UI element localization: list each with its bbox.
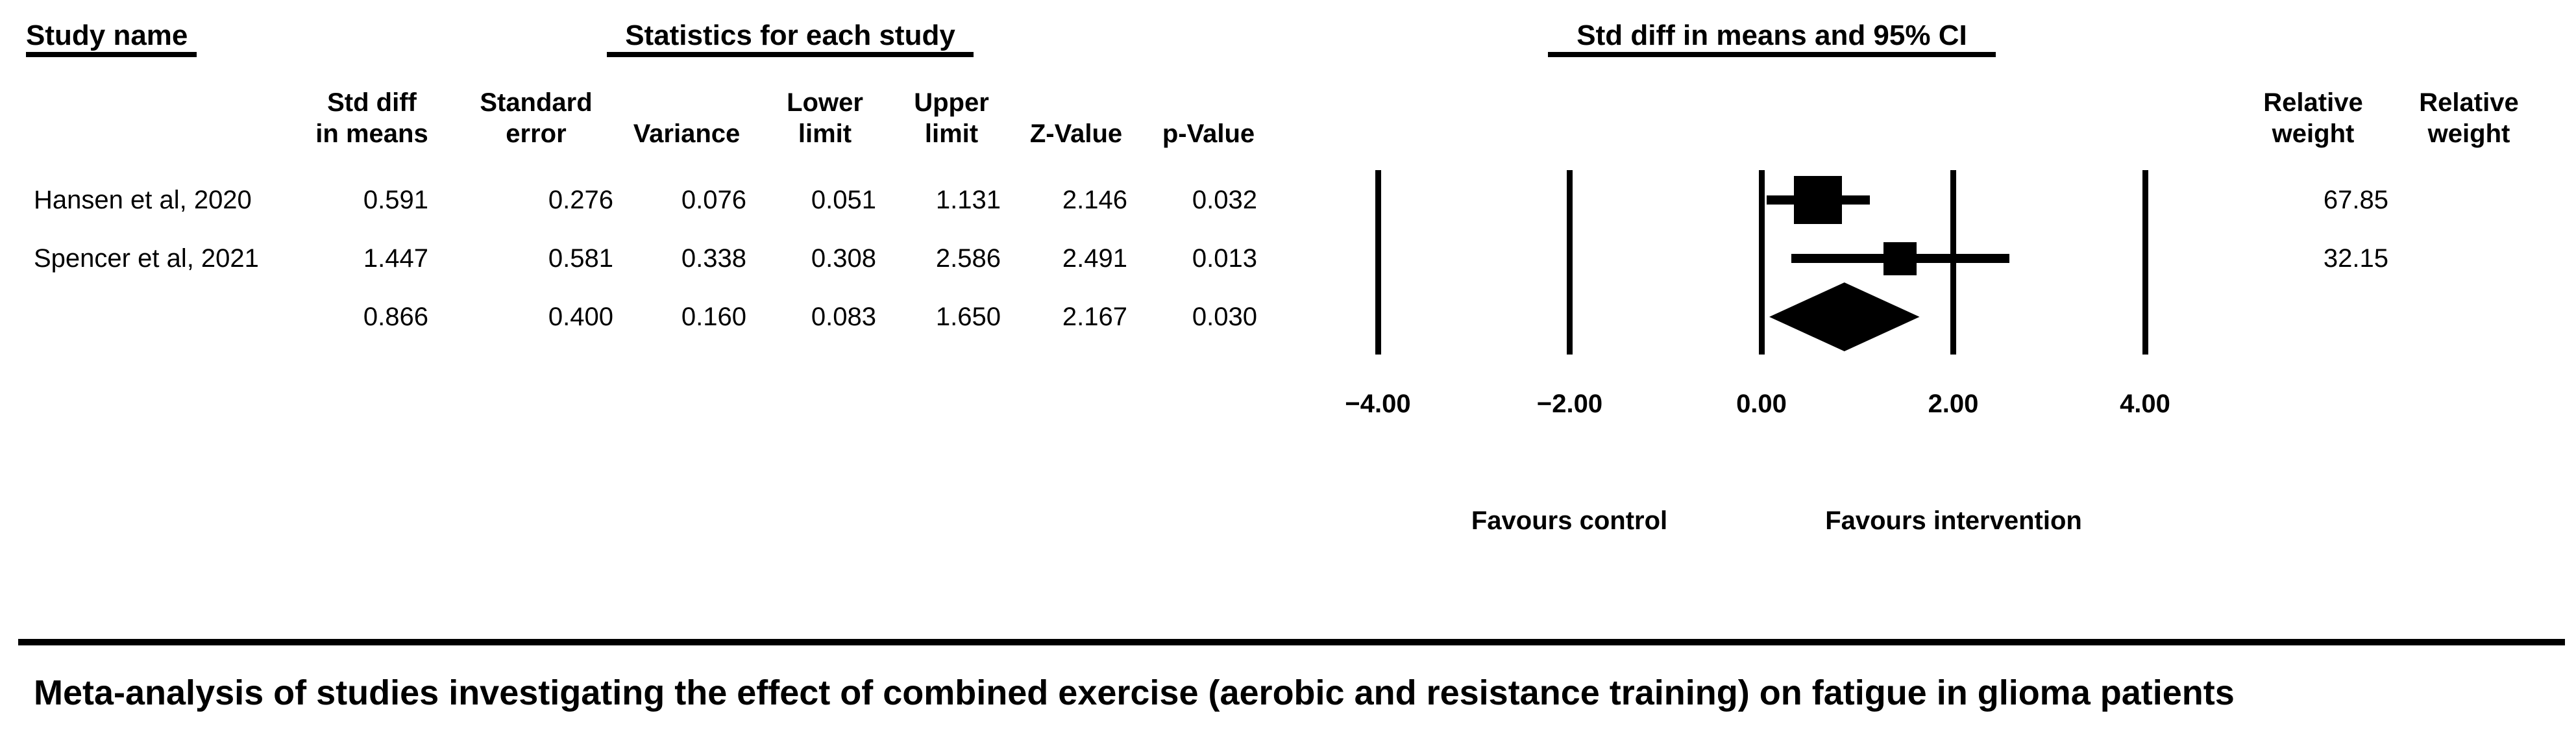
upper-limit-value: 1.131 <box>935 186 1001 214</box>
column-header-line: limit <box>924 119 979 148</box>
upper-limit-value: 2.586 <box>935 244 1001 273</box>
column-header-line: weight <box>2427 119 2510 148</box>
summary-standard-error-value: 0.400 <box>548 303 613 331</box>
study-name: Spencer et al, 2021 <box>34 244 259 273</box>
ci-plot-section-header: Std diff in means and 95% CI <box>1548 19 1996 57</box>
column-header-line: Relative <box>2263 88 2363 117</box>
column-header-line: in means <box>315 119 428 148</box>
std-diff-value: 0.591 <box>363 186 428 214</box>
effect-size-square <box>1883 242 1917 275</box>
axis-gridline <box>1567 170 1573 355</box>
summary-p-value: 0.030 <box>1192 303 1257 331</box>
z-value: 2.491 <box>1062 244 1127 273</box>
column-header-line: Upper <box>914 88 989 117</box>
summary-z-value: 2.167 <box>1062 303 1127 331</box>
p-value: 0.013 <box>1192 244 1257 273</box>
column-header-relative-weight-1: Relative weight <box>2216 87 2410 149</box>
x-tick-label: 2.00 <box>1928 390 1979 418</box>
favours-control-label: Favours control <box>1471 506 1668 535</box>
p-value: 0.032 <box>1192 186 1257 214</box>
standard-error-value: 0.581 <box>548 244 613 273</box>
column-header-line: Lower <box>787 88 863 117</box>
column-header-line: Std diff <box>327 88 417 117</box>
axis-gridline <box>1758 170 1765 355</box>
column-header-line: weight <box>2272 119 2355 148</box>
x-tick-label: 0.00 <box>1736 390 1787 418</box>
summary-std-diff-value: 0.866 <box>363 303 428 331</box>
lower-limit-value: 0.051 <box>811 186 876 214</box>
column-header-variance: Variance <box>633 119 741 148</box>
figure-caption: Meta-analysis of studies investigating t… <box>34 673 2235 712</box>
relative-weight-value: 67.85 <box>2323 186 2388 214</box>
summary-lower-limit-value: 0.083 <box>811 303 876 331</box>
x-tick-label: 4.00 <box>2120 390 2170 418</box>
x-tick-label: −2.00 <box>1536 390 1603 418</box>
statistics-section-header: Statistics for each study <box>607 19 974 57</box>
column-header-line: limit <box>798 119 852 148</box>
variance-value: 0.076 <box>681 186 746 214</box>
relative-weight-value: 32.15 <box>2323 244 2388 273</box>
summary-diamond <box>1769 282 1920 351</box>
column-header-relative-weight-2: Relative weight <box>2372 87 2566 149</box>
column-header-lower-limit: Lower limit <box>728 87 922 149</box>
horizontal-rule <box>18 639 2565 645</box>
study-name: Hansen et al, 2020 <box>34 186 252 214</box>
column-header-line: Relative <box>2419 88 2519 117</box>
x-tick-label: −4.00 <box>1345 390 1411 418</box>
standard-error-value: 0.276 <box>548 186 613 214</box>
variance-value: 0.338 <box>681 244 746 273</box>
study-name-header: Study name <box>26 19 197 57</box>
summary-variance-value: 0.160 <box>681 303 746 331</box>
column-header-z-value: Z-Value <box>1029 119 1123 148</box>
column-header-p-value: p-Value <box>1162 119 1255 148</box>
column-header-std-diff: Std diff in means <box>275 87 469 149</box>
axis-gridline <box>1375 170 1381 355</box>
column-header-line: Standard <box>480 88 593 117</box>
std-diff-value: 1.447 <box>363 244 428 273</box>
effect-size-square <box>1794 176 1843 224</box>
column-header-standard-error: Standard error <box>439 87 633 149</box>
axis-gridline <box>2142 170 2148 355</box>
favours-intervention-label: Favours intervention <box>1825 506 2082 535</box>
column-header-line: error <box>506 119 567 148</box>
lower-limit-value: 0.308 <box>811 244 876 273</box>
column-header-upper-limit: Upper limit <box>854 87 1049 149</box>
z-value: 2.146 <box>1062 186 1127 214</box>
summary-upper-limit-value: 1.650 <box>935 303 1001 331</box>
